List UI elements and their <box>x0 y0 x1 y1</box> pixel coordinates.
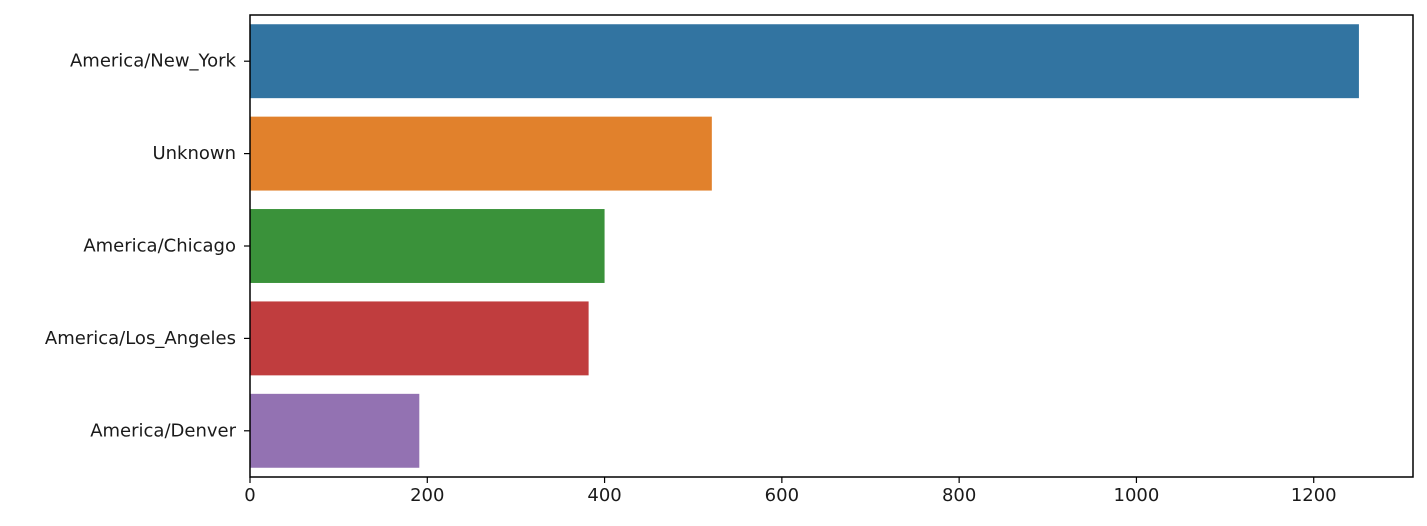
bar-america-new-york <box>250 24 1359 99</box>
bars-group <box>250 24 1359 468</box>
y-tick-label: Unknown <box>152 143 236 164</box>
bar-america-chicago <box>250 209 605 283</box>
bar-america-los-angeles <box>250 301 589 376</box>
y-tick-label: America/Los_Angeles <box>45 328 236 349</box>
x-tick-label: 0 <box>244 485 255 506</box>
bar-unknown <box>250 116 712 191</box>
x-tick-label: 800 <box>942 485 976 506</box>
x-axis-ticks: 0 200 400 600 800 1000 1200 <box>244 477 1337 506</box>
x-tick-label: 400 <box>587 485 621 506</box>
y-axis-ticks: America/New_York Unknown America/Chicago Am… <box>45 51 250 441</box>
y-tick-label: America/Chicago <box>83 236 236 257</box>
y-tick-label: America/Denver <box>90 420 236 441</box>
y-tick-label: America/New_York <box>70 51 237 72</box>
x-tick-label: 1200 <box>1291 485 1337 506</box>
x-tick-label: 200 <box>410 485 444 506</box>
bar-america-denver <box>250 393 420 468</box>
plot-frame <box>249 14 1414 478</box>
x-tick-label: 600 <box>765 485 799 506</box>
x-tick-label: 1000 <box>1114 485 1160 506</box>
